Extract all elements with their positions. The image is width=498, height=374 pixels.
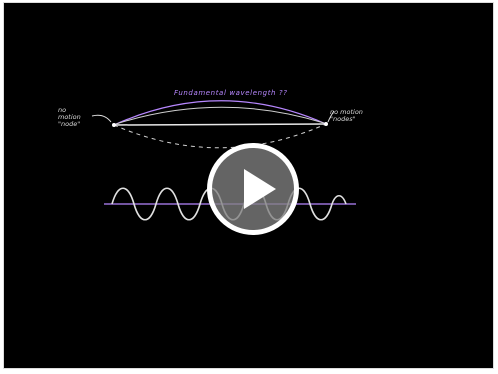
upper-arc	[113, 100, 327, 126]
play-button[interactable]	[207, 143, 299, 235]
upper-arc-white	[115, 106, 325, 125]
left-node-annotation: no motion "node"	[58, 106, 81, 128]
right-node-annotation: no motion "nodes"	[330, 108, 363, 123]
left-node-dot	[112, 123, 116, 127]
lower-dashed-arc	[113, 123, 327, 149]
string-line	[113, 123, 327, 126]
video-player[interactable]: Fundamental wavelength ?? no motion "nod…	[3, 2, 494, 369]
play-icon	[244, 169, 276, 209]
right-annotation-arrow	[327, 110, 335, 123]
right-node-dot	[324, 122, 328, 126]
left-annotation-arrow	[91, 114, 112, 123]
fundamental-wavelength-label: Fundamental wavelength ??	[174, 89, 288, 97]
